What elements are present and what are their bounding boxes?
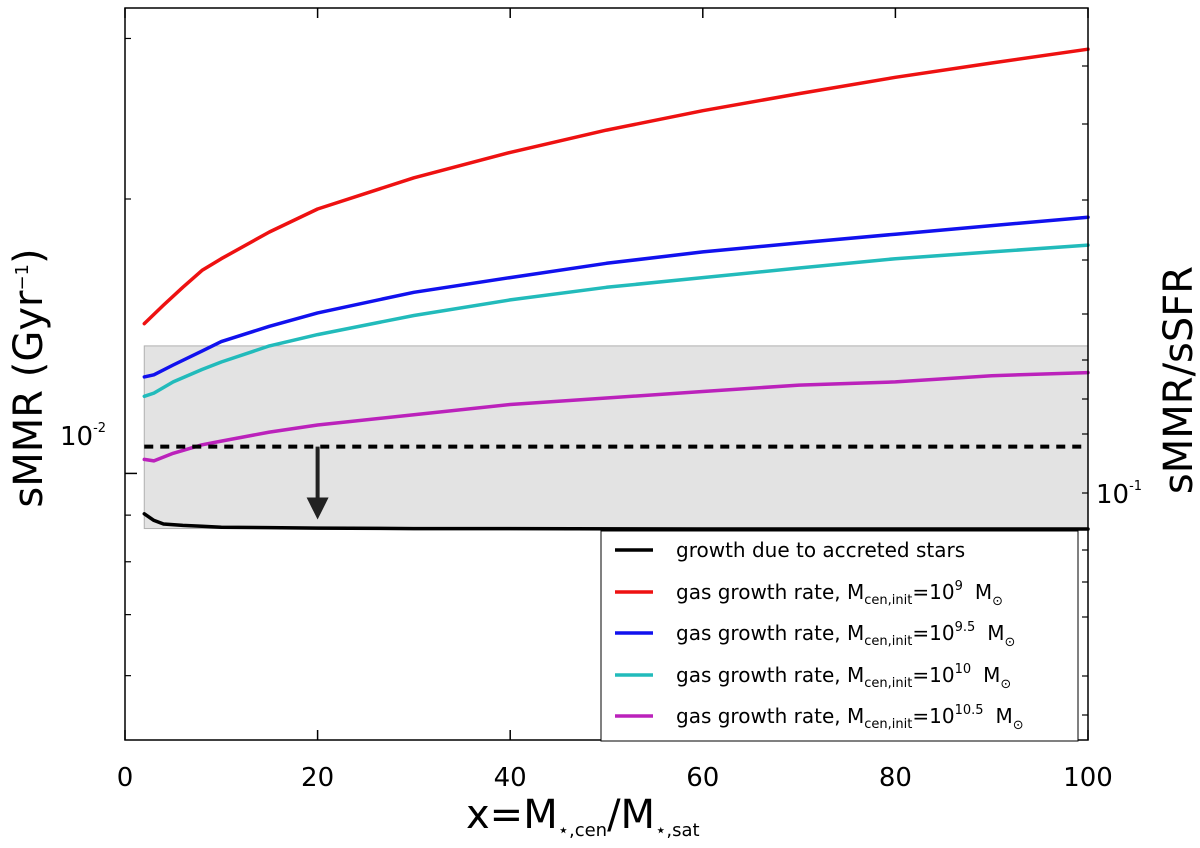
legend-box [600, 530, 1079, 742]
series-line [142, 512, 1090, 531]
reference-layer [144, 444, 1088, 520]
legend-entry: growth due to accreted stars [615, 538, 965, 562]
x-axis-title: x=M⋆,cen/M⋆,sat [466, 792, 700, 841]
legend: growth due to accreted stars gas growth … [600, 530, 1079, 742]
legend-label: growth due to accreted stars [676, 538, 965, 562]
series-line [142, 215, 1090, 379]
y-left-tick-label: 10-2 [60, 421, 106, 452]
y-axis-title-right: sMMR/sSFR [1156, 266, 1200, 494]
y-right-tick-label: 10-1 [1096, 479, 1142, 510]
legend-entry: gas growth rate, Mcen,init=109 M⊙ [615, 579, 1003, 609]
legend-label: gas growth rate, Mcen,init=1010 M⊙ [676, 662, 1011, 692]
x-tick-label: 80 [879, 763, 912, 793]
x-tick-label: 0 [117, 763, 134, 793]
legend-label: gas growth rate, Mcen,init=1010.5 M⊙ [676, 703, 1024, 733]
x-tick-label: 60 [686, 763, 719, 793]
legend-label: gas growth rate, Mcen,init=109 M⊙ [676, 579, 1003, 609]
y-axis-title: sMMR (Gyr−1) [6, 248, 52, 507]
series-line [142, 370, 1090, 463]
legend-entry: gas growth rate, Mcen,init=109.5 M⊙ [615, 620, 1015, 650]
legend-label: gas growth rate, Mcen,init=109.5 M⊙ [676, 620, 1015, 650]
shaded-band-layer [143, 345, 1089, 530]
x-tick-label: 100 [1063, 763, 1113, 793]
series-line [142, 243, 1090, 399]
legend-entry: gas growth rate, Mcen,init=1010.5 M⊙ [615, 703, 1024, 733]
arrow-head [306, 497, 329, 520]
x-tick-label: 20 [301, 763, 334, 793]
series-layer [142, 47, 1090, 531]
x-tick-label: 40 [494, 763, 527, 793]
legend-entry: gas growth rate, Mcen,init=1010 M⊙ [615, 662, 1011, 692]
series-line [142, 47, 1090, 326]
shaded-band [143, 345, 1089, 530]
